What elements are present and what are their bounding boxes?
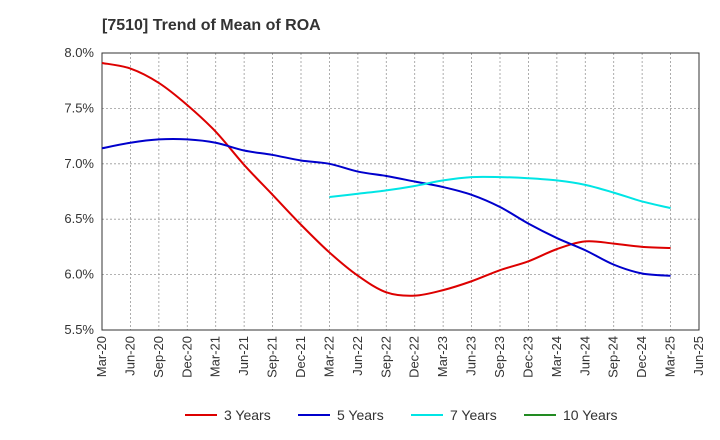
x-tick-label: Dec-20 [179,336,194,378]
y-tick-label: 6.0% [64,267,94,282]
legend: 3 Years 5 Years 7 Years 10 Years [185,407,618,423]
x-tick-label: Mar-24 [549,336,564,377]
x-tick-label: Jun-21 [236,336,251,376]
x-tick-label: Mar-20 [94,336,109,377]
chart-title: [7510] Trend of Mean of ROA [102,17,321,34]
legend-label-5-years: 5 Years [337,407,384,423]
legend-label-7-years: 7 Years [450,407,497,423]
y-tick-label: 5.5% [64,322,94,337]
x-tick-label: Mar-21 [208,336,223,377]
x-tick-label: Jun-24 [577,336,592,376]
x-tick-label: Sep-22 [378,336,393,378]
x-tick-label: Jun-23 [464,336,479,376]
x-tick-label: Sep-24 [606,336,621,378]
x-tick-label: Sep-21 [265,336,280,378]
y-tick-label: 7.0% [64,156,94,171]
plot-border [101,52,700,331]
series-layer [101,61,671,297]
x-axis: Mar-20 Jun-20 Sep-20 Dec-20 Mar-21 Jun-21 Sep-… [94,336,706,378]
series-line-3-years [101,61,671,297]
x-tick-label: Sep-23 [492,336,507,378]
legend-label-3-years: 3 Years [224,407,271,423]
plot-area [101,52,700,331]
plot-background [102,53,699,330]
x-tick-label: Jun-22 [350,336,365,376]
y-tick-label: 6.5% [64,211,94,226]
y-axis: 5.5% 6.0% 6.5% 7.0% 7.5% 8.0% [64,45,94,337]
x-tick-label: Sep-20 [151,336,166,378]
x-tick-label: Jun-25 [691,336,706,376]
series-line-7-years [329,175,671,210]
y-tick-label: 8.0% [64,45,94,60]
y-tick-label: 7.5% [64,100,94,115]
x-tick-label: Dec-24 [634,336,649,378]
x-tick-label: Mar-25 [663,336,678,377]
series-line-5-years [101,138,671,277]
x-tick-label: Jun-20 [122,336,137,376]
x-tick-label: Mar-22 [321,336,336,377]
x-tick-label: Dec-21 [293,336,308,378]
x-tick-label: Dec-22 [407,336,422,378]
legend-label-10-years: 10 Years [563,407,618,423]
x-tick-label: Dec-23 [520,336,535,378]
x-tick-label: Mar-23 [435,336,450,377]
